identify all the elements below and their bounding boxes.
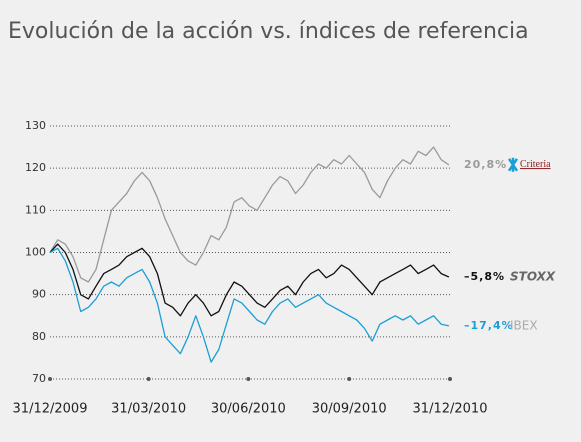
x-tick-mark [246,377,251,381]
end-label: 20,8% [464,158,507,171]
y-tick-label: 90 [32,288,46,301]
chart-title: Evolución de la acción vs. índices de re… [8,19,529,44]
legend-logo: STOXX [510,269,556,283]
y-tick-label: 100 [25,246,46,259]
y-tick-label: 120 [25,161,46,174]
x-tick-label: 31/03/2010 [111,402,186,417]
x-tick-mark [48,377,52,381]
x-tick-mark [347,377,352,381]
series-line [49,146,450,283]
x-tick-label: 31/12/2010 [413,402,488,417]
y-tick-label: 130 [25,119,46,132]
legend-logo: IBEX [510,318,538,332]
series-line [49,247,450,363]
x-tick-mark [146,377,151,381]
x-tick-label: 30/09/2010 [312,402,387,417]
x-tick-label: 31/12/2009 [13,402,88,417]
y-tick-label: 80 [32,330,46,343]
y-tick-label: 70 [32,372,46,385]
series-line [49,243,450,317]
legend-logo: Criteria [520,159,551,170]
logo-icon [507,157,519,172]
x-tick-mark [448,377,452,381]
end-label: –5,8% [464,270,505,283]
y-tick-label: 110 [25,203,46,216]
x-tick-label: 30/06/2010 [211,402,286,417]
end-label: –17,4% [464,319,514,332]
